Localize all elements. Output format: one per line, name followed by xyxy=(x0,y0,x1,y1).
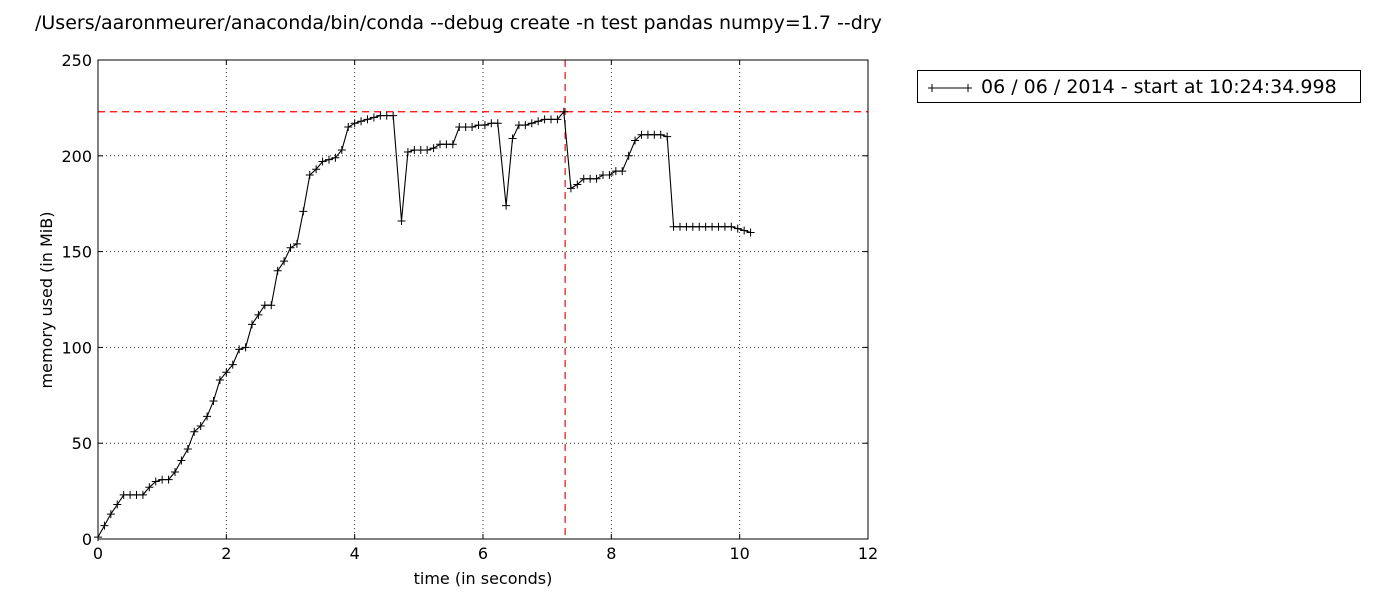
y-tick-label: 200 xyxy=(61,147,92,166)
data-point-marker xyxy=(215,375,224,384)
data-point-marker xyxy=(566,184,575,193)
data-point-marker xyxy=(663,132,672,141)
y-tick-label: 50 xyxy=(72,434,92,453)
x-axis-label: time (in seconds) xyxy=(414,569,553,588)
data-point-marker xyxy=(592,174,601,183)
data-point-marker xyxy=(138,490,147,499)
data-point-marker xyxy=(248,320,256,329)
data-point-marker xyxy=(190,427,199,436)
data-point-marker xyxy=(113,500,122,509)
x-tick-label: 6 xyxy=(478,544,488,563)
data-point-marker xyxy=(267,301,276,310)
data-point-marker xyxy=(183,444,192,453)
data-point-marker xyxy=(280,257,289,266)
data-point-marker xyxy=(228,360,237,369)
data-point-marker xyxy=(618,167,627,176)
data-point-marker xyxy=(286,243,295,252)
data-point-marker xyxy=(299,207,308,216)
data-point-marker xyxy=(403,147,412,156)
data-point-marker xyxy=(318,157,327,166)
data-point-marker xyxy=(369,113,378,122)
data-point-marker xyxy=(423,146,432,155)
data-point-marker xyxy=(209,397,218,406)
data-point-marker xyxy=(337,146,346,155)
data-point-marker xyxy=(624,151,633,160)
data-point-marker xyxy=(573,180,582,189)
data-point-marker xyxy=(273,266,282,275)
legend-line-marker-icon xyxy=(928,84,972,92)
chart-title: /Users/aaronmeurer/anaconda/bin/conda --… xyxy=(35,12,882,34)
data-point-marker xyxy=(429,144,438,153)
y-axis-label: memory used (in MiB) xyxy=(37,212,56,389)
legend-label: 06 / 06 / 2014 - start at 10:24:34.998 xyxy=(981,76,1337,98)
data-point-marker xyxy=(733,224,742,233)
data-point-marker xyxy=(331,153,340,162)
data-point-marker xyxy=(350,119,359,128)
x-tick-label: 8 xyxy=(606,544,616,563)
data-point-marker xyxy=(448,140,457,149)
data-point-marker xyxy=(203,412,212,421)
data-point-marker xyxy=(363,115,372,124)
data-point-marker xyxy=(164,475,173,484)
data-point-marker xyxy=(100,521,109,530)
data-point-marker xyxy=(222,368,231,377)
data-point-marker xyxy=(171,467,179,476)
data-point-marker xyxy=(553,115,562,124)
data-point-marker xyxy=(605,170,614,179)
data-point-marker xyxy=(177,456,186,465)
data-point-marker xyxy=(344,123,353,132)
data-point-marker xyxy=(389,111,398,120)
y-tick-label: 250 xyxy=(61,51,92,70)
data-point-marker xyxy=(357,117,366,126)
data-point-marker xyxy=(196,421,205,430)
data-point-marker xyxy=(241,343,250,352)
data-point-marker xyxy=(235,345,244,354)
data-point-marker xyxy=(521,121,530,130)
data-point-marker xyxy=(325,155,333,164)
grid-lines xyxy=(98,60,868,539)
data-point-marker xyxy=(397,216,406,225)
data-point-marker xyxy=(305,170,314,179)
x-tick-label: 0 xyxy=(93,544,103,563)
data-series xyxy=(94,107,755,542)
data-point-marker xyxy=(292,239,301,248)
data-point-marker xyxy=(559,107,568,116)
axes-ticks: 0 2 4 6 8 10 12 0 50 100 150 200 250 xyxy=(61,51,878,563)
y-tick-label: 100 xyxy=(61,338,92,357)
legend: 06 / 06 / 2014 - start at 10:24:34.998 xyxy=(917,70,1361,103)
data-point-marker xyxy=(480,121,489,130)
data-point-marker xyxy=(508,134,517,143)
x-tick-label: 4 xyxy=(350,544,360,563)
x-tick-label: 12 xyxy=(858,544,878,563)
y-tick-label: 150 xyxy=(61,243,92,262)
data-point-marker xyxy=(468,123,477,132)
data-point-marker xyxy=(631,136,640,145)
data-point-marker xyxy=(312,165,321,174)
data-point-marker xyxy=(106,510,115,519)
y-tick-label: 0 xyxy=(82,530,92,549)
data-point-marker xyxy=(656,130,665,139)
x-tick-label: 10 xyxy=(729,544,749,563)
data-point-marker xyxy=(254,310,263,319)
plot-frame xyxy=(97,59,869,540)
data-point-marker xyxy=(746,228,755,237)
data-point-marker xyxy=(534,117,543,126)
data-point-marker xyxy=(740,226,749,235)
series-line xyxy=(97,110,751,538)
x-tick-label: 2 xyxy=(221,544,231,563)
data-point-marker xyxy=(493,119,502,128)
data-point-marker xyxy=(145,483,154,492)
data-point-marker xyxy=(727,222,736,231)
data-point-marker xyxy=(527,119,536,128)
reference-lines xyxy=(98,60,868,539)
data-point-marker xyxy=(151,477,160,486)
data-point-marker xyxy=(502,201,511,210)
